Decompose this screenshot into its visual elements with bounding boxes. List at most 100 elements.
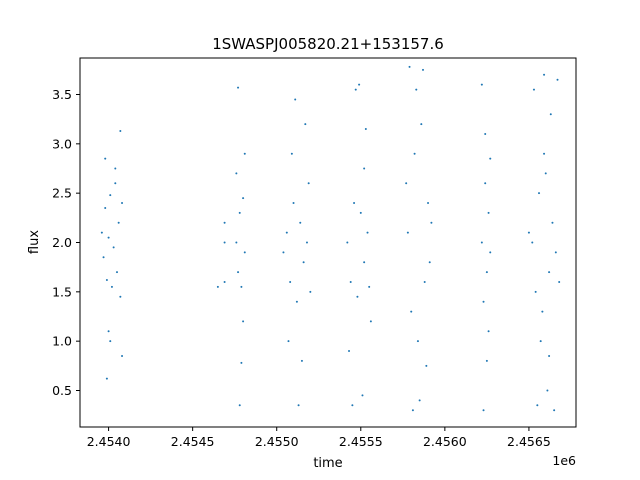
- data-point: [406, 231, 409, 234]
- data-point: [100, 231, 103, 234]
- data-point: [112, 246, 115, 249]
- y-tick-label: 2.0: [52, 235, 72, 250]
- data-point: [366, 231, 369, 234]
- data-point: [121, 354, 124, 357]
- data-point: [549, 113, 552, 116]
- data-point: [237, 271, 240, 274]
- data-point: [289, 280, 292, 283]
- data-point: [487, 330, 490, 333]
- x-tick-label: 2.4560: [423, 434, 467, 449]
- data-point: [480, 83, 483, 86]
- data-point: [109, 194, 112, 197]
- data-point: [107, 236, 110, 239]
- x-tick-label: 2.4555: [339, 434, 383, 449]
- y-tick-label: 3.5: [52, 87, 72, 102]
- data-point: [105, 278, 108, 281]
- data-point: [304, 123, 307, 126]
- data-point: [240, 285, 243, 288]
- data-point: [119, 130, 122, 133]
- data-point: [551, 221, 554, 224]
- data-point: [105, 377, 108, 380]
- chart-title: 1SWASPJ005820.21+153157.6: [212, 35, 444, 53]
- data-point: [539, 340, 542, 343]
- data-point: [420, 123, 423, 126]
- data-point: [541, 310, 544, 313]
- data-point: [223, 221, 226, 224]
- data-point: [408, 65, 411, 68]
- data-point: [223, 241, 226, 244]
- data-point: [349, 280, 352, 283]
- x-tick-label: 2.4540: [87, 434, 131, 449]
- data-point: [235, 172, 238, 175]
- data-point: [430, 221, 433, 224]
- data-point: [427, 202, 430, 205]
- data-point: [354, 88, 357, 91]
- data-point: [416, 340, 419, 343]
- y-tick-label: 1.0: [52, 334, 72, 349]
- data-point: [346, 241, 349, 244]
- data-point: [487, 211, 490, 214]
- x-tick-label: 2.4545: [171, 434, 215, 449]
- data-point: [237, 86, 240, 89]
- data-point: [485, 271, 488, 274]
- data-point: [223, 280, 226, 283]
- data-point: [302, 261, 305, 264]
- data-point: [411, 409, 414, 412]
- data-point: [240, 361, 243, 364]
- data-point: [527, 231, 530, 234]
- data-point: [238, 404, 241, 407]
- data-point: [364, 128, 367, 131]
- data-point: [534, 290, 537, 293]
- data-point: [536, 404, 539, 407]
- data-point: [104, 206, 107, 209]
- data-point: [369, 320, 372, 323]
- data-point: [425, 364, 428, 367]
- data-point: [485, 359, 488, 362]
- data-point: [119, 295, 122, 298]
- data-point: [216, 285, 219, 288]
- y-axis: 0.5 1.0 1.5 2.0 2.5 3.0 3.5: [52, 87, 80, 398]
- data-point: [418, 399, 421, 402]
- data-point: [361, 394, 364, 397]
- data-point: [413, 152, 416, 155]
- scatter-series: [100, 65, 561, 412]
- data-point: [287, 340, 290, 343]
- data-point: [482, 300, 485, 303]
- data-point: [489, 251, 492, 254]
- data-point: [544, 172, 547, 175]
- y-axis-label: flux: [27, 230, 42, 254]
- data-point: [548, 354, 551, 357]
- data-point: [423, 280, 426, 283]
- data-point: [243, 152, 246, 155]
- data-point: [405, 182, 408, 185]
- x-axis: 2.4540 2.4545 2.4550 2.4555 2.4560 2.4565: [87, 427, 551, 449]
- data-point: [363, 167, 366, 170]
- data-point: [484, 132, 487, 135]
- data-point: [242, 197, 245, 200]
- data-point: [104, 157, 107, 160]
- data-point: [115, 271, 118, 274]
- data-point: [305, 241, 308, 244]
- data-point: [282, 251, 285, 254]
- data-point: [410, 310, 413, 313]
- data-point: [543, 152, 546, 155]
- x-axis-label: time: [313, 456, 342, 471]
- data-point: [421, 68, 424, 71]
- data-point: [553, 409, 556, 412]
- data-point: [531, 241, 534, 244]
- data-point: [243, 251, 246, 254]
- data-point: [348, 350, 351, 353]
- data-point: [368, 285, 371, 288]
- y-tick-label: 1.5: [52, 284, 72, 299]
- data-point: [428, 261, 431, 264]
- data-point: [351, 404, 354, 407]
- data-point: [554, 251, 557, 254]
- data-point: [285, 231, 288, 234]
- data-point: [548, 271, 551, 274]
- data-point: [110, 285, 113, 288]
- data-point: [546, 389, 549, 392]
- data-point: [290, 152, 293, 155]
- data-point: [532, 88, 535, 91]
